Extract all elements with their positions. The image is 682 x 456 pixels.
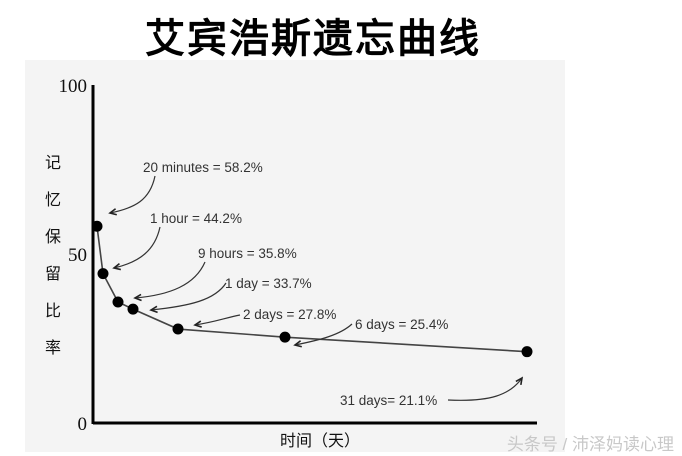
y-axis-label-char: 留: [45, 265, 61, 283]
annotation-arrow: [113, 226, 161, 269]
data-label: 1 day = 33.7%: [225, 276, 312, 291]
arrowhead-icon: [149, 305, 158, 314]
data-label: 20 minutes = 58.2%: [143, 160, 263, 175]
y-tick-label: 0: [78, 414, 88, 435]
data-label: 31 days= 21.1%: [340, 393, 437, 408]
data-point: [97, 268, 109, 280]
data-point: [112, 296, 124, 308]
annotation-arrow: [294, 323, 353, 346]
y-tick-label: 100: [59, 76, 88, 97]
y-axis-label-char: 记: [45, 154, 61, 172]
data-label: 6 days = 25.4%: [355, 317, 448, 332]
y-axis-label-char: 比: [45, 302, 61, 320]
data-point: [279, 331, 291, 343]
y-axis-label-char: 率: [45, 339, 61, 357]
annotation-arrow: [109, 175, 156, 214]
x-axis-label: 时间（天）: [280, 432, 360, 450]
data-label: 2 days = 27.8%: [243, 307, 336, 322]
annotation-arrow: [150, 282, 227, 311]
chart-title: 艾宾浩斯遗忘曲线: [145, 15, 481, 62]
annotation-arrow: [194, 314, 241, 326]
annotation-arrow: [134, 261, 206, 299]
arrowhead-icon: [515, 376, 524, 386]
arrowhead-icon: [193, 320, 202, 328]
data-point: [127, 303, 139, 315]
watermark: 头条号 / 沛泽妈读心理: [506, 435, 674, 454]
annotation-arrow: [447, 377, 523, 401]
arrowhead-icon: [112, 262, 122, 271]
arrowhead-icon: [133, 293, 142, 302]
arrowhead-icon: [108, 208, 117, 216]
plot-background: [25, 60, 565, 452]
y-axis-label-char: 保: [45, 228, 61, 246]
arrowhead-icon: [293, 340, 302, 348]
y-tick-label: 50: [68, 245, 87, 266]
data-point: [172, 323, 184, 335]
data-label: 9 hours = 35.8%: [198, 246, 297, 261]
y-axis-label-char: 忆: [45, 191, 61, 209]
data-point: [521, 346, 533, 358]
data-point: [91, 220, 103, 232]
series-line: [96, 226, 528, 353]
data-label: 1 hour = 44.2%: [150, 211, 242, 226]
